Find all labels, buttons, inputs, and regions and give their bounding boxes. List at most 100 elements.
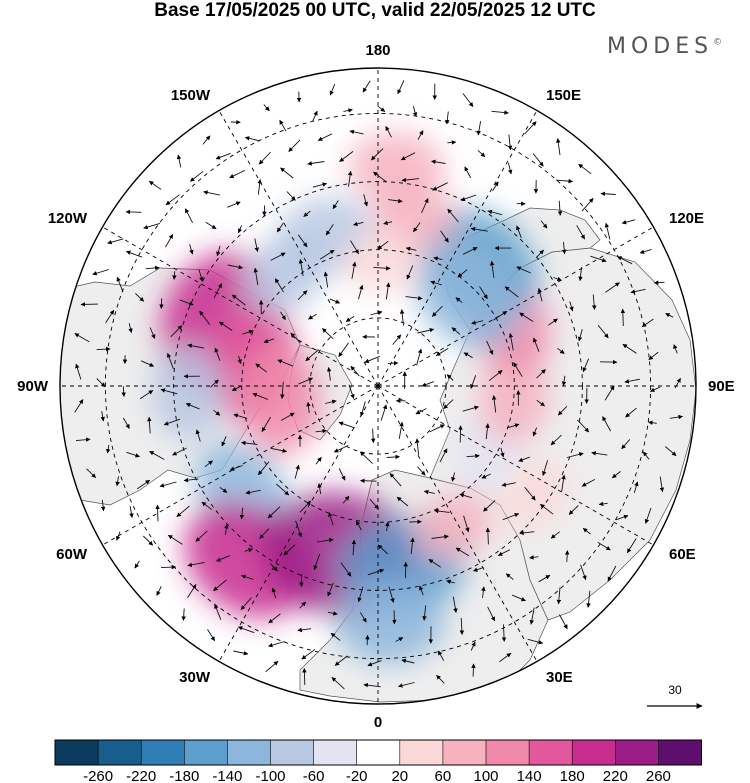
wind-arrow: [582, 358, 590, 373]
wind-arrow: [305, 349, 319, 362]
longitude-label: 120E: [669, 210, 704, 227]
colorbar-swatch: [313, 740, 358, 765]
wind-arrow: [271, 587, 277, 599]
latitude-circle: [309, 317, 447, 455]
wind-arrow: [143, 222, 161, 230]
wind-arrow: [245, 489, 261, 495]
wind-arrow: [597, 542, 611, 551]
copyright-mark: ©: [713, 37, 723, 48]
wind-arrow: [156, 586, 162, 596]
wind-arrow: [505, 573, 514, 580]
wind-arrow: [419, 585, 424, 596]
wind-arrow: [392, 334, 402, 345]
meridian-line: [218, 385, 379, 662]
wind-arrow: [74, 399, 84, 413]
wind-arrow: [577, 329, 583, 342]
wind-arrow: [210, 379, 219, 388]
wind-arrow: [417, 327, 435, 334]
wind-arrow: [294, 464, 300, 479]
wind-arrow: [224, 523, 229, 535]
wind-arrow: [358, 284, 364, 300]
wind-arrow: [389, 473, 402, 487]
wind-arrow: [216, 245, 221, 257]
wind-arrow: [555, 178, 574, 184]
wind-arrow: [479, 286, 488, 300]
wind-arrow: [350, 240, 359, 255]
wind-arrow: [423, 489, 435, 495]
wind-arrow: [357, 586, 364, 603]
wind-arrow: [463, 515, 470, 533]
wind-arrow: [492, 181, 499, 191]
longitude-label: 0: [374, 714, 382, 731]
wind-arrow: [485, 423, 490, 440]
wind-arrow: [312, 182, 328, 188]
wind-arrow: [611, 471, 621, 479]
wind-arrow: [561, 375, 567, 387]
wind-arrow: [328, 512, 334, 526]
wind-arrow: [476, 121, 482, 136]
wind-arrow: [487, 209, 503, 216]
wind-arrow: [401, 177, 419, 183]
wind-arrow: [276, 222, 284, 233]
wind-arrow: [415, 438, 420, 456]
wind-arrow: [519, 530, 535, 536]
wind-arrow: [136, 479, 151, 490]
wind-arrow: [373, 265, 391, 271]
wind-arrow: [145, 265, 160, 271]
wind-arrow: [513, 362, 523, 377]
wind-arrow: [227, 201, 241, 208]
wind-arrow: [504, 286, 519, 298]
wind-arrow: [431, 534, 449, 539]
wind-arrow: [187, 561, 205, 568]
wind-arrow: [367, 568, 385, 576]
anomaly-blob: [236, 345, 322, 455]
wind-arrow: [330, 632, 341, 641]
wind-arrow: [160, 564, 177, 570]
wind-arrow: [431, 305, 443, 317]
wind-arrow: [265, 660, 279, 672]
wind-arrow: [365, 634, 370, 646]
wind-arrow: [315, 456, 322, 465]
wind-arrow: [216, 555, 230, 562]
wind-arrow: [602, 416, 611, 432]
wind-arrow: [286, 191, 296, 201]
wind-arrow: [258, 151, 272, 165]
wind-arrow: [548, 318, 558, 326]
wind-arrow: [134, 293, 145, 302]
meridian-line: [377, 226, 654, 387]
wind-arrow: [462, 405, 479, 412]
wind-arrow: [639, 248, 652, 254]
colorbar-tick-label: -180: [169, 768, 199, 783]
colorbar-tick-label: 220: [603, 768, 628, 783]
wind-vectors: [74, 80, 683, 690]
wind-arrow: [383, 220, 393, 226]
wind-arrow: [125, 250, 143, 258]
wind-arrow: [129, 506, 134, 518]
wind-arrow: [471, 663, 476, 677]
colorbar-swatch: [227, 740, 271, 765]
wind-arrow: [581, 198, 594, 212]
wind-arrow: [165, 194, 180, 206]
wind-arrow: [377, 240, 389, 250]
wind-arrow: [363, 194, 369, 207]
wind-arrow: [340, 562, 352, 577]
colorbar-tick-label: 140: [517, 768, 542, 783]
wind-arrow: [297, 290, 308, 301]
wind-arrow: [591, 451, 608, 456]
wind-arrow: [405, 246, 417, 252]
wind-arrow: [466, 453, 480, 459]
wind-arrow: [105, 309, 115, 323]
wind-arrow: [122, 417, 130, 429]
wind-arrow: [405, 295, 423, 301]
wind-arrow: [542, 460, 549, 476]
wind-arrow: [633, 481, 639, 494]
wind-arrow: [327, 582, 334, 597]
wind-arrow: [218, 321, 233, 331]
longitude-label: 60E: [669, 546, 696, 563]
longitude-label: 120W: [48, 210, 88, 227]
colorbar-tick-label: 60: [435, 768, 452, 783]
wind-arrow: [338, 342, 349, 357]
wind-arrow: [578, 163, 592, 175]
wind-arrow: [181, 608, 186, 621]
